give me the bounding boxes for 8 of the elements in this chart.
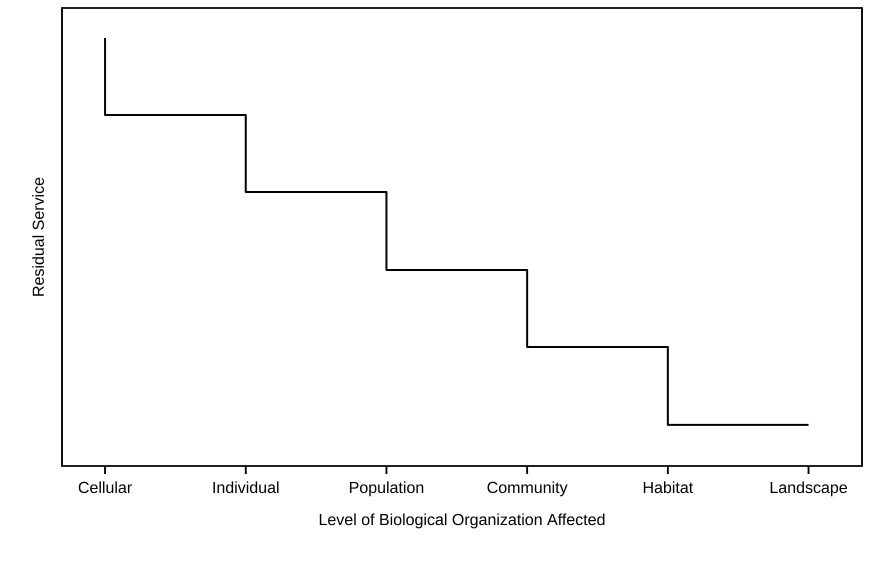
x-tick-label: Landscape — [770, 481, 847, 496]
y-axis-title: Residual Service — [32, 178, 44, 296]
x-tick-label: Cellular — [78, 481, 132, 494]
x-tick-label: Individual — [213, 481, 278, 494]
x-axis-title: Level of Biological Organization Affected — [320, 513, 604, 528]
x-tick-label: Habitat — [644, 481, 694, 494]
x-tick-label: Community — [488, 481, 568, 496]
x-tick-label: Population — [350, 481, 424, 496]
